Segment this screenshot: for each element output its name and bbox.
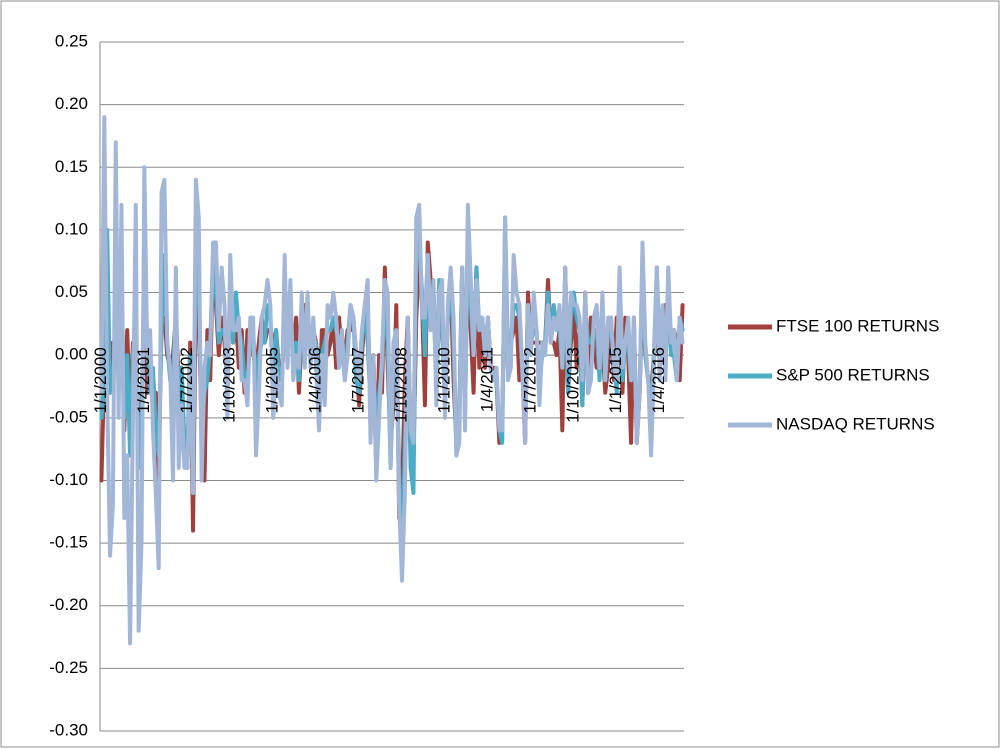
legend-label: FTSE 100 RETURNS — [776, 316, 939, 335]
series-line — [99, 115, 685, 646]
x-tick-label: 1/10/2003 — [220, 347, 239, 423]
legend-label: S&P 500 RETURNS — [776, 365, 930, 384]
x-tick-label: 1/4/2001 — [134, 347, 153, 413]
x-tick-label: 1/4/2016 — [649, 347, 668, 413]
x-tick-label: 1/1/2000 — [91, 347, 110, 413]
x-tick-label: 1/10/2008 — [392, 347, 411, 423]
x-tick-label: 1/7/2007 — [349, 347, 368, 413]
y-tick-label: -0.25 — [49, 658, 88, 677]
y-tick-label: -0.10 — [49, 470, 88, 489]
legend-label: NASDAQ RETURNS — [776, 414, 935, 433]
y-tick-label: 0.25 — [55, 31, 88, 50]
x-tick-label: 1/10/2013 — [563, 347, 582, 423]
x-tick-label: 1/7/2012 — [520, 347, 539, 413]
x-tick-label: 1/1/2005 — [263, 347, 282, 413]
x-tick-label: 1/4/2006 — [306, 347, 325, 413]
x-tick-label: 1/4/2011 — [477, 347, 496, 412]
y-tick-label: 0.00 — [55, 345, 88, 364]
x-tick-label: 1/1/2015 — [606, 347, 625, 413]
y-tick-label: -0.20 — [49, 595, 88, 614]
x-tick-label: 1/1/2010 — [434, 347, 453, 413]
y-tick-label: -0.30 — [49, 720, 88, 739]
x-tick-label: 1/7/2002 — [177, 347, 196, 413]
y-tick-label: 0.15 — [55, 157, 88, 176]
y-tick-label: 0.10 — [55, 219, 88, 238]
y-tick-label: 0.05 — [55, 282, 88, 301]
y-tick-label: -0.15 — [49, 533, 88, 552]
y-tick-label: 0.20 — [55, 94, 88, 113]
y-tick-label: -0.05 — [49, 407, 88, 426]
